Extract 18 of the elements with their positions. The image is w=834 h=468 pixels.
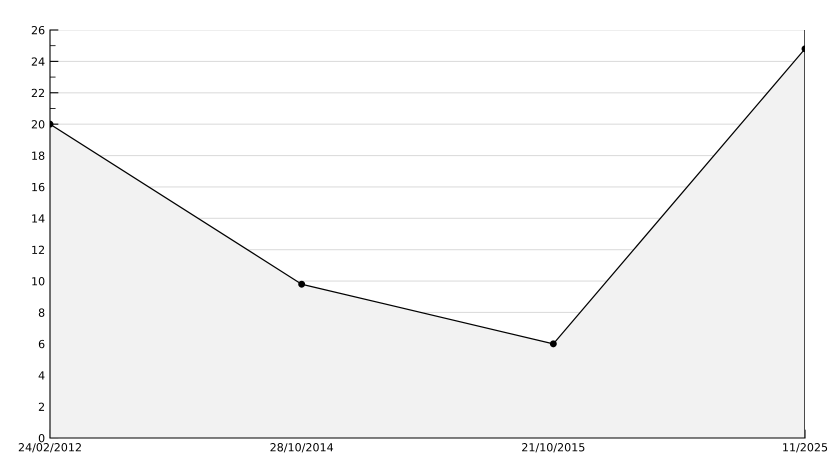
x-tick-label: 11/2025 bbox=[783, 443, 828, 452]
y-tick-label: 22 bbox=[32, 88, 44, 97]
x-tick-label: 28/10/2014 bbox=[270, 443, 334, 452]
y-tick-label: 18 bbox=[32, 152, 44, 160]
y-tick-label: 4 bbox=[38, 371, 45, 380]
x-tick-label: 21/10/2015 bbox=[522, 443, 584, 452]
y-tick-label: 20 bbox=[32, 120, 44, 129]
y-tick-label: 10 bbox=[32, 277, 44, 286]
y-tick-label: 0 bbox=[38, 434, 44, 442]
y-tick-label: 24 bbox=[32, 57, 45, 66]
y-tick-label: 16 bbox=[32, 182, 44, 192]
y-tick-label: 26 bbox=[32, 26, 44, 34]
y-tick-label: 8 bbox=[38, 308, 44, 317]
y-tick-label: 12 bbox=[32, 246, 44, 254]
y-tick-label: 6 bbox=[38, 340, 44, 348]
x-tick-label: 24/02/2012 bbox=[18, 443, 81, 452]
y-tick-label: 2 bbox=[38, 402, 44, 411]
y-tick-label: 14 bbox=[32, 214, 45, 223]
